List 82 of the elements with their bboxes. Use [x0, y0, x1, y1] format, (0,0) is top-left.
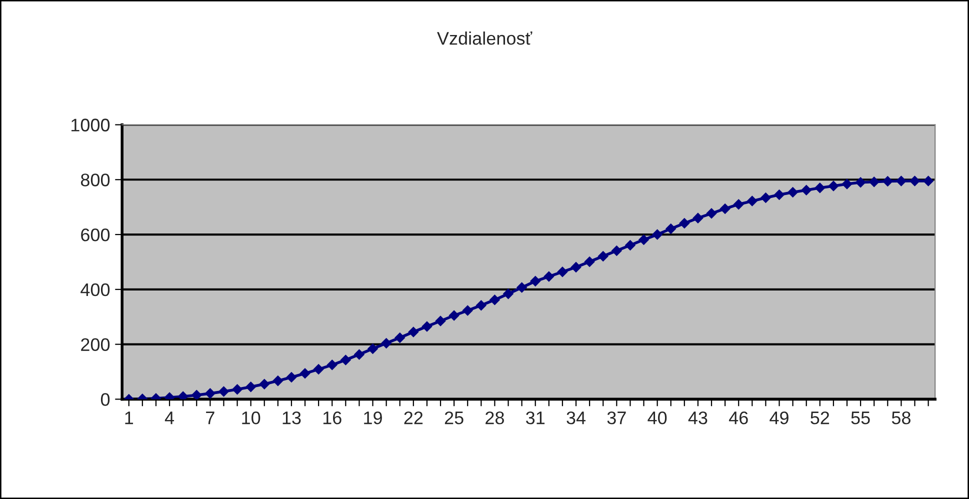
y-tick-label: 600 [81, 228, 110, 242]
point [814, 182, 826, 194]
point [489, 294, 500, 306]
y-tick-label: 200 [81, 338, 110, 352]
x-tick-label: 40 [648, 411, 667, 424]
point [692, 212, 704, 224]
point [448, 310, 460, 321]
x-tick-label: 55 [851, 412, 870, 424]
point [638, 234, 650, 246]
point [896, 176, 907, 186]
point [746, 196, 758, 206]
point [828, 180, 839, 192]
y-tick-label: 800 [80, 174, 110, 186]
point [286, 372, 297, 383]
point [665, 223, 676, 234]
point [842, 178, 852, 190]
point [557, 266, 568, 278]
x-tick-label: 25 [444, 411, 464, 424]
point [855, 177, 866, 188]
x-tick-label: 58 [892, 411, 910, 424]
point [340, 354, 352, 366]
point [191, 390, 202, 400]
x-tick-label: 37 [607, 411, 626, 424]
point [258, 378, 270, 390]
x-tick-label: 10 [242, 411, 260, 424]
point [733, 198, 744, 210]
point [598, 250, 608, 262]
point [624, 240, 636, 251]
point [882, 176, 894, 187]
point [245, 381, 256, 392]
point [679, 218, 690, 229]
point [611, 245, 622, 256]
point [584, 256, 595, 268]
x-tick-label: 49 [770, 411, 788, 424]
point [326, 360, 338, 370]
y-tick-label: 400 [80, 283, 110, 296]
point [476, 300, 487, 311]
point [422, 321, 432, 332]
x-tick-label: 13 [282, 411, 301, 424]
point [272, 375, 284, 386]
x-tick-label: 31 [526, 411, 545, 424]
point [462, 305, 473, 316]
point [800, 184, 812, 196]
point [516, 282, 528, 293]
x-tick-label: 16 [323, 411, 342, 424]
point [922, 176, 934, 186]
x-tick-label: 43 [688, 411, 708, 424]
x-tick-label: 46 [728, 411, 748, 424]
x-tick-label: 34 [566, 411, 586, 424]
point [652, 229, 663, 240]
point [354, 349, 365, 360]
point [313, 364, 324, 375]
point [706, 208, 717, 219]
x-tick-label: 19 [364, 411, 382, 424]
y-tick-label: 0 [100, 393, 110, 406]
point [232, 384, 243, 395]
chart-title: Vzdialenosť [437, 31, 532, 45]
point [544, 271, 554, 282]
x-tick-label: 22 [404, 411, 423, 424]
point [408, 326, 419, 338]
point [300, 368, 310, 379]
point [394, 332, 406, 344]
x-tick-label: 4 [164, 412, 174, 424]
point [502, 288, 514, 300]
point [760, 192, 772, 204]
point [218, 386, 230, 397]
y-tick-label: 1000 [72, 118, 110, 132]
point [380, 338, 392, 349]
x-tick-label: 52 [810, 411, 830, 424]
point [570, 262, 582, 273]
point [435, 316, 446, 326]
point [720, 203, 730, 214]
point [530, 276, 541, 287]
point [787, 186, 798, 198]
x-tick-label: 28 [486, 411, 504, 424]
point [868, 176, 880, 188]
x-tick-label: 7 [206, 412, 214, 424]
point [367, 343, 378, 354]
point [774, 189, 785, 200]
point [204, 388, 216, 399]
point [909, 176, 920, 186]
x-tick-label: 1 [125, 412, 134, 424]
